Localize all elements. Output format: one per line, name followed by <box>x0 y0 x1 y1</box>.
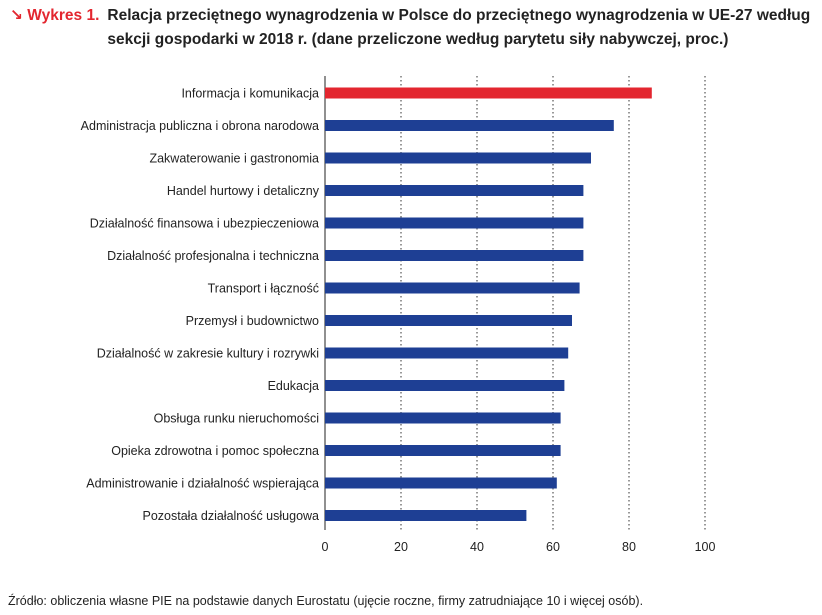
x-tick-label: 0 <box>322 540 329 554</box>
category-label: Obsługa runku nieruchomości <box>154 412 319 426</box>
chart-title: Relacja przeciętnego wynagrodzenia w Pol… <box>107 7 811 48</box>
bar <box>325 445 561 456</box>
bar <box>325 380 565 391</box>
bar <box>325 152 591 164</box>
x-tick-label: 20 <box>394 540 408 554</box>
category-label: Administracja publiczna i obrona narodow… <box>81 119 319 133</box>
bar <box>325 250 584 261</box>
chart-header: ↘ Wykres 1. Relacja przeciętnego wynagro… <box>10 4 815 52</box>
x-tick-label: 40 <box>470 540 484 554</box>
category-label: Pozostała działalność usługowa <box>143 509 320 523</box>
category-label: Działalność profesjonalna i techniczna <box>107 249 319 263</box>
bar <box>325 282 580 294</box>
figure-label: ↘ Wykres 1. <box>10 7 100 24</box>
bar <box>325 217 584 229</box>
category-label: Administrowanie i działalność wspierając… <box>86 477 319 491</box>
bar <box>325 315 572 326</box>
category-label: Działalność w zakresie kultury i rozrywk… <box>97 347 319 361</box>
category-label: Zakwaterowanie i gastronomia <box>149 152 319 166</box>
bar <box>325 87 652 99</box>
bar <box>325 510 527 521</box>
bar <box>325 120 614 131</box>
x-tick-label: 80 <box>622 540 636 554</box>
x-tick-label: 100 <box>695 540 716 554</box>
bar <box>325 412 561 424</box>
bar <box>325 347 569 359</box>
bar <box>325 185 584 196</box>
x-tick-label: 60 <box>546 540 560 554</box>
category-label: Przemysł i budownictwo <box>186 314 319 328</box>
category-label: Transport i łączność <box>208 282 319 296</box>
category-label: Opieka zdrowotna i pomoc społeczna <box>111 444 319 458</box>
bar <box>325 477 557 489</box>
category-label: Handel hurtowy i detaliczny <box>167 184 320 198</box>
category-label: Działalność finansowa i ubezpieczeniowa <box>90 217 319 231</box>
source-note: Źródło: obliczenia własne PIE na podstaw… <box>8 594 644 608</box>
category-label: Informacja i komunikacja <box>181 87 319 101</box>
category-label: Edukacja <box>268 379 319 393</box>
